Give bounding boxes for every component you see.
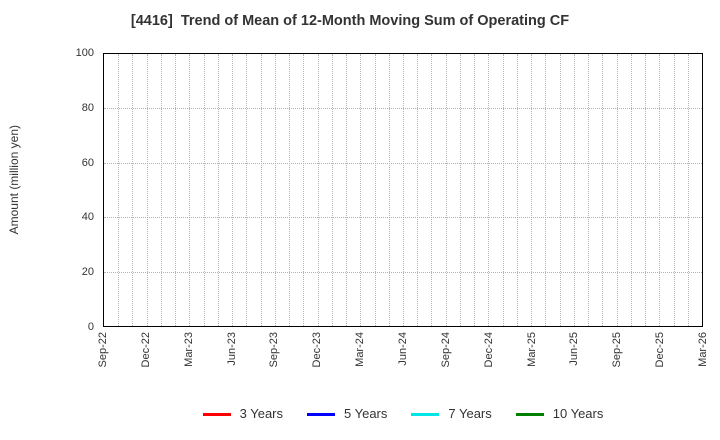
vertical-gridline — [431, 54, 433, 326]
vertical-gridline — [303, 54, 305, 326]
vertical-gridline — [360, 54, 362, 326]
vertical-gridline — [459, 54, 461, 326]
vertical-gridline — [160, 54, 162, 326]
vertical-gridline — [132, 54, 134, 326]
x-tick-label: Sep-22 — [97, 332, 109, 368]
legend-item: 7 Years — [411, 406, 492, 422]
x-tick-label: Mar-26 — [697, 332, 709, 367]
vertical-gridline — [673, 54, 675, 326]
horizontal-gridline — [104, 271, 702, 273]
vertical-gridline — [559, 54, 561, 326]
plot-area — [103, 53, 703, 327]
legend-label: 10 Years — [552, 406, 604, 421]
legend-label: 7 Years — [448, 406, 492, 421]
vertical-gridline — [531, 54, 533, 326]
legend-item: 3 Years — [202, 406, 283, 422]
vertical-gridline — [616, 54, 618, 326]
y-tick-label: 80 — [81, 101, 94, 114]
horizontal-gridline — [104, 162, 702, 164]
vertical-gridline — [445, 54, 447, 326]
vertical-gridline — [203, 54, 205, 326]
vertical-gridline — [217, 54, 219, 326]
vertical-gridline — [346, 54, 348, 326]
vertical-gridline — [659, 54, 661, 326]
y-tick-label: 40 — [81, 211, 94, 224]
x-tick-label: Mar-25 — [525, 332, 538, 367]
x-tick-label: Dec-24 — [482, 332, 495, 368]
x-tick-label: Sep-25 — [611, 332, 624, 368]
x-tick-label: Dec-23 — [311, 332, 324, 368]
vertical-gridline — [645, 54, 647, 326]
vertical-gridline — [331, 54, 333, 326]
legend-label: 5 Years — [344, 406, 388, 421]
x-tick-label: Jun-25 — [568, 332, 581, 366]
legend-item: 10 Years — [515, 406, 604, 422]
x-tick-label: Dec-22 — [139, 332, 152, 368]
x-tick-label: Sep-24 — [439, 332, 452, 368]
vertical-gridline — [573, 54, 575, 326]
y-tick-label: 60 — [81, 156, 94, 169]
x-tick-label: Mar-24 — [354, 332, 367, 367]
vertical-gridline — [502, 54, 504, 326]
vertical-gridline — [488, 54, 490, 326]
horizontal-gridline — [104, 108, 702, 110]
vertical-gridline — [516, 54, 518, 326]
x-tick-label: Jun-24 — [397, 332, 409, 366]
vertical-gridline — [374, 54, 376, 326]
vertical-gridline — [388, 54, 390, 326]
legend-line-swatch — [411, 412, 440, 416]
vertical-gridline — [403, 54, 404, 326]
vertical-gridline — [189, 54, 191, 326]
vertical-gridline — [474, 54, 476, 326]
x-tick-label: Dec-25 — [654, 332, 667, 368]
y-tick-label: 20 — [81, 266, 94, 279]
vertical-gridline — [274, 54, 276, 326]
chart-title: [4416] Trend of Mean of 12-Month Moving … — [130, 13, 570, 29]
legend-line-swatch — [307, 412, 335, 416]
legend-label: 3 Years — [239, 406, 283, 421]
vertical-gridline — [630, 54, 632, 326]
x-tick-label: Mar-23 — [182, 332, 195, 367]
x-tick-label: Sep-23 — [268, 332, 281, 368]
vertical-gridline — [317, 54, 319, 326]
vertical-gridline — [260, 54, 262, 326]
vertical-gridline — [232, 54, 234, 326]
legend-line-swatch — [202, 412, 231, 416]
vertical-gridline — [588, 54, 590, 326]
y-tick-label: 0 — [87, 321, 94, 333]
vertical-gridline — [289, 54, 291, 326]
vertical-gridline — [687, 54, 689, 326]
vertical-gridline — [175, 54, 177, 326]
y-tick-label: 100 — [75, 47, 94, 59]
vertical-gridline — [602, 54, 604, 326]
vertical-gridline — [146, 54, 148, 326]
vertical-gridline — [118, 54, 120, 326]
legend-line-swatch — [515, 412, 544, 416]
legend: 3 Years 5 Years 7 Years 10 Years — [103, 403, 703, 425]
vertical-gridline — [417, 54, 419, 326]
legend-item: 5 Years — [307, 406, 387, 422]
vertical-gridline — [545, 54, 547, 326]
vertical-gridline — [246, 54, 248, 326]
horizontal-gridline — [104, 217, 702, 219]
x-tick-label: Jun-23 — [225, 332, 238, 366]
